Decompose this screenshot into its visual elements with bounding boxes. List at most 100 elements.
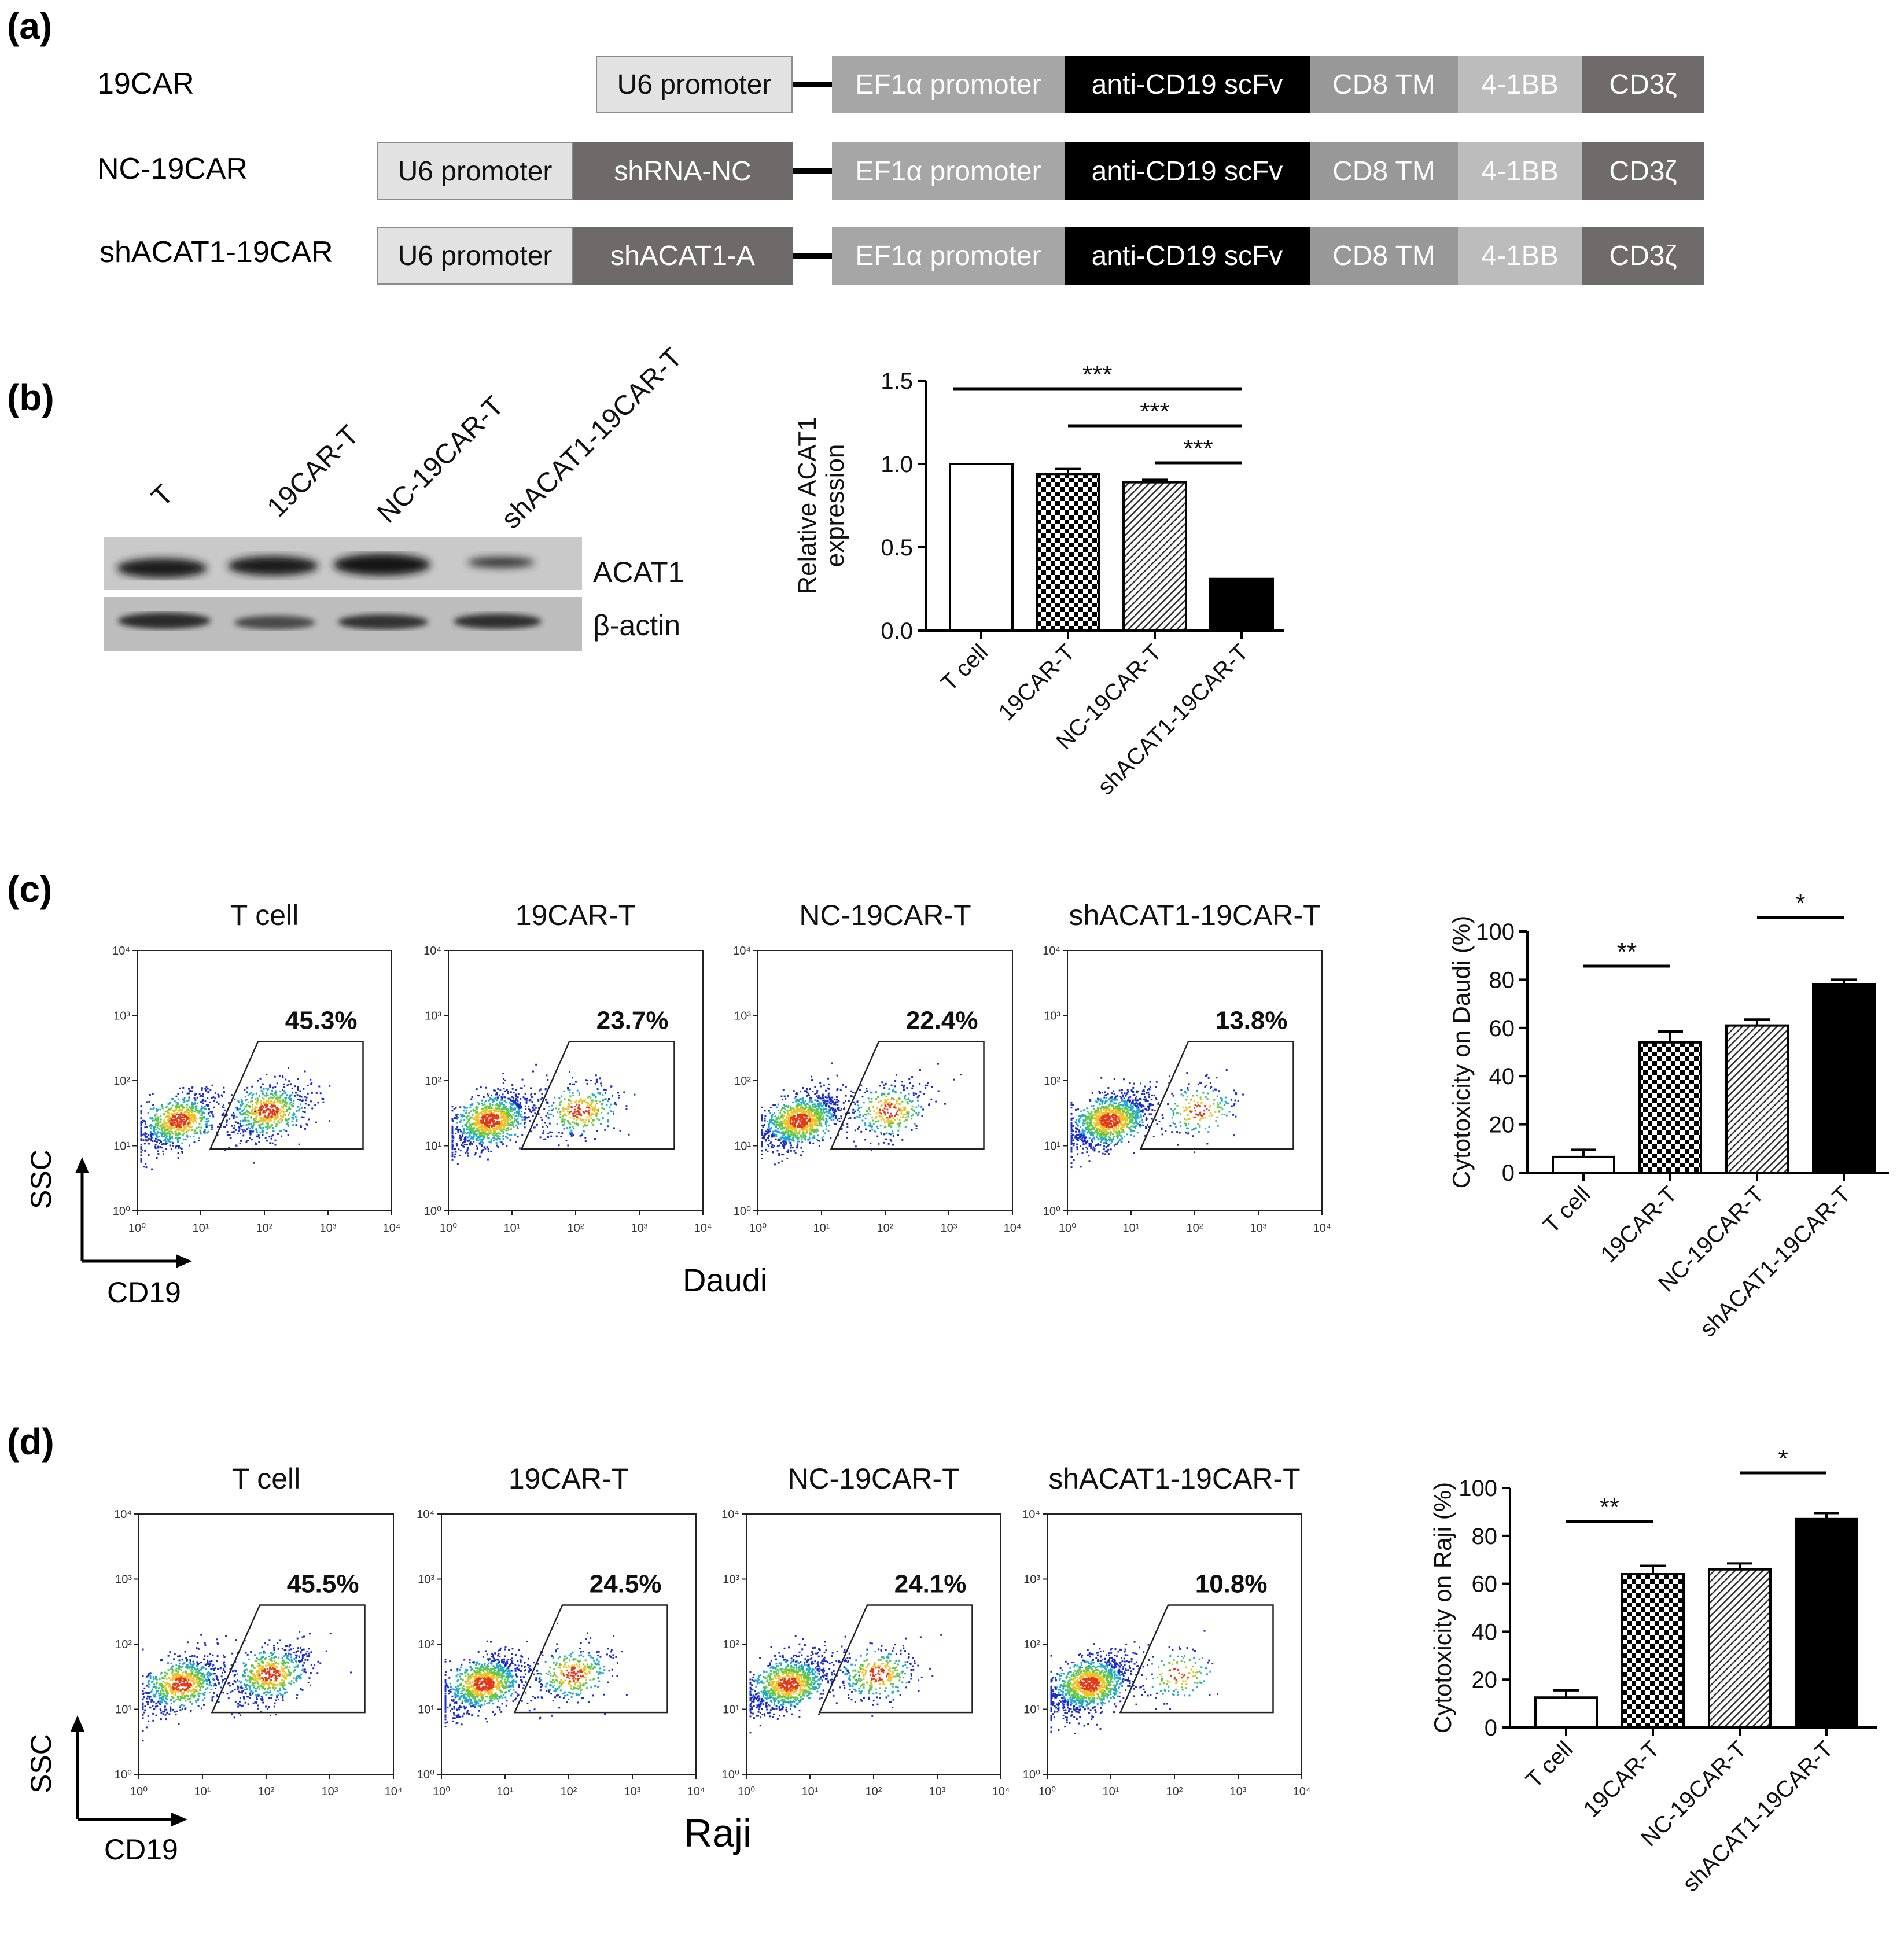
x-tick-label: 10⁰	[440, 1222, 457, 1235]
x-tick-label: 19CAR-T	[1578, 1736, 1664, 1822]
y-tick-label: 10⁴	[112, 945, 130, 957]
y-tick-label: 10⁴	[114, 1508, 132, 1521]
western-blot-image	[104, 537, 582, 651]
y-tick-label: 10⁴	[423, 945, 441, 957]
x-tick-label: 10¹	[504, 1222, 521, 1235]
gate	[818, 1604, 973, 1714]
y-axis-label: Cytotoxicity on Daudi (%)	[1448, 916, 1475, 1189]
x-tick-label: shACAT1-19CAR-T	[1695, 1181, 1855, 1342]
segment-cd8-tm: CD8 TM	[1310, 142, 1458, 200]
x-tick-label: 10¹	[193, 1222, 209, 1235]
flow-events	[444, 1622, 628, 1728]
y-tick-label: 10²	[1023, 1638, 1040, 1651]
flow-plot-frame	[441, 1513, 697, 1775]
y-tick-label: 100	[1459, 1476, 1497, 1501]
significance-label: *	[1795, 889, 1805, 918]
segment-4-1bb: 4-1BB	[1458, 227, 1582, 285]
significance-label: **	[1617, 938, 1637, 966]
segment-u6-promoter: U6 promoter	[596, 56, 793, 113]
linker	[793, 168, 832, 174]
x-tick-label: 10³	[320, 1222, 337, 1235]
gate	[1119, 1604, 1274, 1714]
gate-percent: 45.3%	[285, 1007, 358, 1035]
gate	[1139, 1041, 1294, 1150]
y-tick-label: 10¹	[1023, 1704, 1040, 1716]
x-tick-label: 19CAR-T	[1596, 1181, 1682, 1268]
flow-plot-title: shACAT1-19CAR-T	[1048, 1463, 1301, 1495]
significance-label: **	[1600, 1493, 1619, 1522]
bar	[1812, 983, 1876, 1174]
actin-band-t	[118, 613, 211, 629]
significance-label: ***	[1183, 434, 1213, 463]
panel-label-a: (a)	[7, 5, 53, 47]
gate	[830, 1041, 985, 1150]
y-tick-label: 100	[1476, 919, 1515, 945]
segment-cd3z: CD3ζ	[1582, 227, 1704, 285]
flow-plot: 10⁰ 10⁰ 10¹ 10¹ 10² 10² 10³ 10³ 10⁴ 10⁴ 45.5%	[114, 1508, 403, 1798]
bar	[1209, 577, 1274, 632]
y-tick-label: 10⁰	[417, 1769, 434, 1781]
gate-percent: 10.8%	[1195, 1570, 1268, 1598]
segment-cd8-tm: CD8 TM	[1310, 227, 1458, 285]
flow-events	[749, 1634, 942, 1734]
x-tick-label: 10⁴	[385, 1785, 403, 1798]
y-tick-label: 10³	[734, 1010, 751, 1023]
y-tick-label: 10³	[113, 1010, 130, 1023]
y-tick-label: 10⁰	[734, 1205, 751, 1218]
x-tick-label: 10⁰	[128, 1222, 146, 1235]
axis-label-cd19: CD19	[104, 1833, 178, 1866]
x-tick-label: 10¹	[194, 1785, 211, 1798]
flow-plot-title: NC-19CAR-T	[787, 1463, 960, 1495]
wb-lane-label: NC-19CAR-T	[371, 391, 510, 529]
gate	[513, 1604, 668, 1714]
bar	[1795, 1517, 1858, 1729]
bar	[1621, 1573, 1685, 1729]
wb-lane-label: 19CAR-T	[261, 419, 365, 524]
y-tick-label: 10⁰	[115, 1769, 132, 1781]
gate	[520, 1041, 675, 1150]
y-tick-label: 10⁰	[1043, 1205, 1060, 1218]
flow-plot-frame	[138, 1513, 394, 1775]
y-tick-label: 10³	[1023, 1574, 1040, 1586]
x-tick-label: 10³	[624, 1785, 641, 1798]
panel-label-d: (d)	[7, 1421, 54, 1463]
y-tick-label: 10⁴	[417, 1508, 434, 1521]
x-tick-label: 19CAR-T	[993, 639, 1080, 725]
flow-plot-frame	[746, 1513, 1001, 1775]
bar	[1708, 1568, 1772, 1729]
cell-line-label-daudi: Daudi	[683, 1262, 768, 1298]
panel-label-b: (b)	[7, 377, 54, 418]
gate-percent: 24.5%	[590, 1570, 662, 1598]
y-tick-label: 10²	[723, 1638, 739, 1651]
construct-name-shacat1-19car: shACAT1-19CAR	[100, 235, 333, 269]
linker	[793, 82, 832, 87]
flow-events	[140, 1067, 331, 1170]
flow-plot: 10⁰ 10⁰ 10¹ 10¹ 10² 10² 10³ 10³ 10⁴ 10⁴ 10.8%	[1022, 1508, 1310, 1798]
wb-lane-label: shACAT1-19CAR-T	[495, 342, 688, 535]
segment-cd3z: CD3ζ	[1582, 56, 1704, 113]
x-tick-label: 10¹	[802, 1785, 819, 1798]
y-tick-label: 20	[1489, 1112, 1515, 1138]
segment-cd8-tm: CD8 TM	[1310, 56, 1458, 113]
segment-anti-cd19-scfv: anti-CD19 scFv	[1065, 142, 1310, 200]
x-tick-label: 10⁴	[383, 1222, 401, 1235]
flow-plot: 10⁰ 10⁰ 10¹ 10¹ 10² 10² 10³ 10³ 10⁴ 10⁴ 23.7%	[423, 945, 712, 1235]
flow-plot-frame	[1067, 950, 1323, 1211]
y-tick-label: 10⁰	[113, 1205, 130, 1218]
flow-events	[451, 1063, 636, 1165]
x-tick-label: T cell	[1521, 1736, 1578, 1793]
x-tick-label: 10¹	[1123, 1222, 1140, 1235]
x-tick-label: 10³	[929, 1785, 946, 1798]
construct-name-nc-19car: NC-19CAR	[97, 152, 248, 186]
flow-plot: 10⁰ 10⁰ 10¹ 10¹ 10² 10² 10³ 10³ 10⁴ 10⁴ 24.5%	[417, 1508, 705, 1798]
flow-plot: 10⁰ 10⁰ 10¹ 10¹ 10² 10² 10³ 10³ 10⁴ 10⁴ 22.4%	[733, 945, 1021, 1235]
y-tick-label: 10¹	[734, 1140, 751, 1153]
x-tick-label: shACAT1-19CAR-T	[1678, 1736, 1838, 1896]
flow-plot-title: shACAT1-19CAR-T	[1069, 899, 1321, 931]
y-tick-label: 1.0	[881, 452, 913, 477]
x-tick-label: 10²	[877, 1222, 894, 1235]
y-axis-label: Cytotoxicity on Raji (%)	[1429, 1482, 1456, 1733]
x-tick-label: T cell	[936, 639, 993, 696]
x-tick-label: 10²	[256, 1222, 273, 1235]
y-tick-label: 10⁰	[722, 1769, 739, 1781]
